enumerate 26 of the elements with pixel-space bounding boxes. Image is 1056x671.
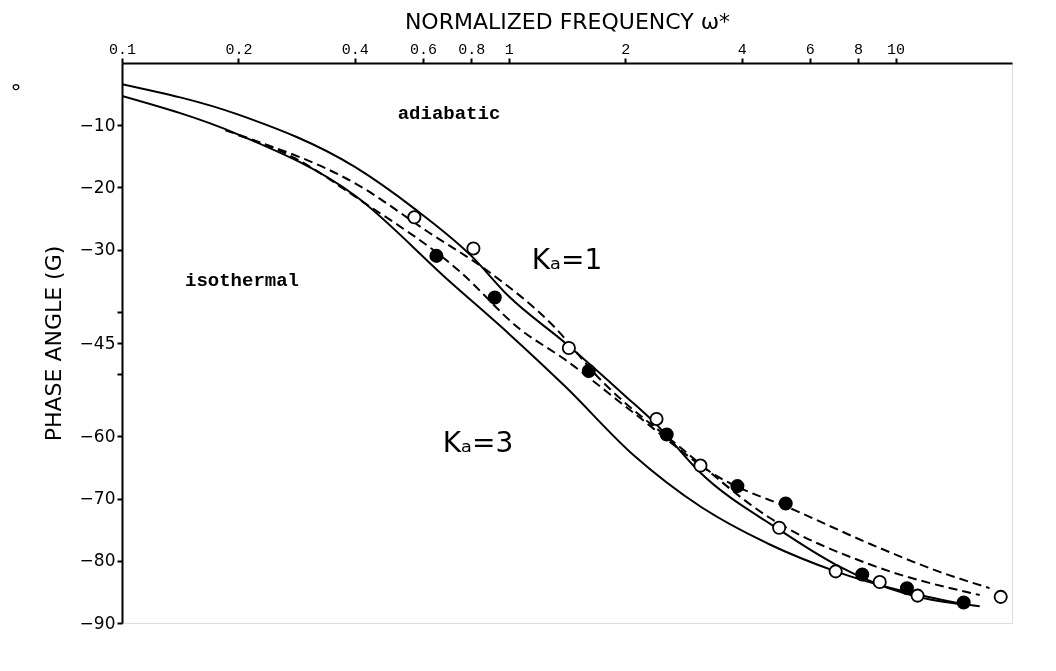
x-tick-label: 2 — [621, 41, 631, 59]
x-tick-label: 0.2 — [225, 41, 253, 59]
y-tick-label: −90 — [79, 612, 116, 633]
annotation: Kₐ=1 — [531, 243, 603, 276]
y-tick-label: −70 — [79, 488, 116, 509]
x-tick-label: 6 — [805, 41, 815, 59]
text: ° — [10, 80, 22, 105]
x-tick-label: 10 — [887, 41, 906, 59]
annotation: Kₐ=3 — [442, 426, 514, 459]
annotation: adiabatic — [397, 103, 501, 125]
x-tick-label: 8 — [854, 41, 864, 59]
y-tick-label: −60 — [79, 425, 116, 446]
x-tick-label: 0.6 — [409, 41, 437, 59]
x-tick-label: 0.4 — [341, 41, 369, 59]
x-tick-label: 0.8 — [458, 41, 486, 59]
y-axis-title: PHASE ANGLE (G) — [40, 245, 66, 442]
x-tick-label: 1 — [504, 41, 514, 59]
annotation: isothermal — [184, 270, 300, 292]
y-tick-label: −10 — [79, 114, 116, 135]
y-tick-label: −20 — [79, 176, 116, 197]
y-tick-label: −45 — [79, 332, 116, 353]
x-axis-title: NORMALIZED FREQUENCY ω* — [404, 8, 731, 34]
y-tick-label: −80 — [79, 550, 116, 571]
x-tick-label: 0.1 — [108, 41, 137, 59]
x-tick-label: 4 — [737, 41, 747, 59]
y-tick-label: −30 — [79, 239, 116, 260]
